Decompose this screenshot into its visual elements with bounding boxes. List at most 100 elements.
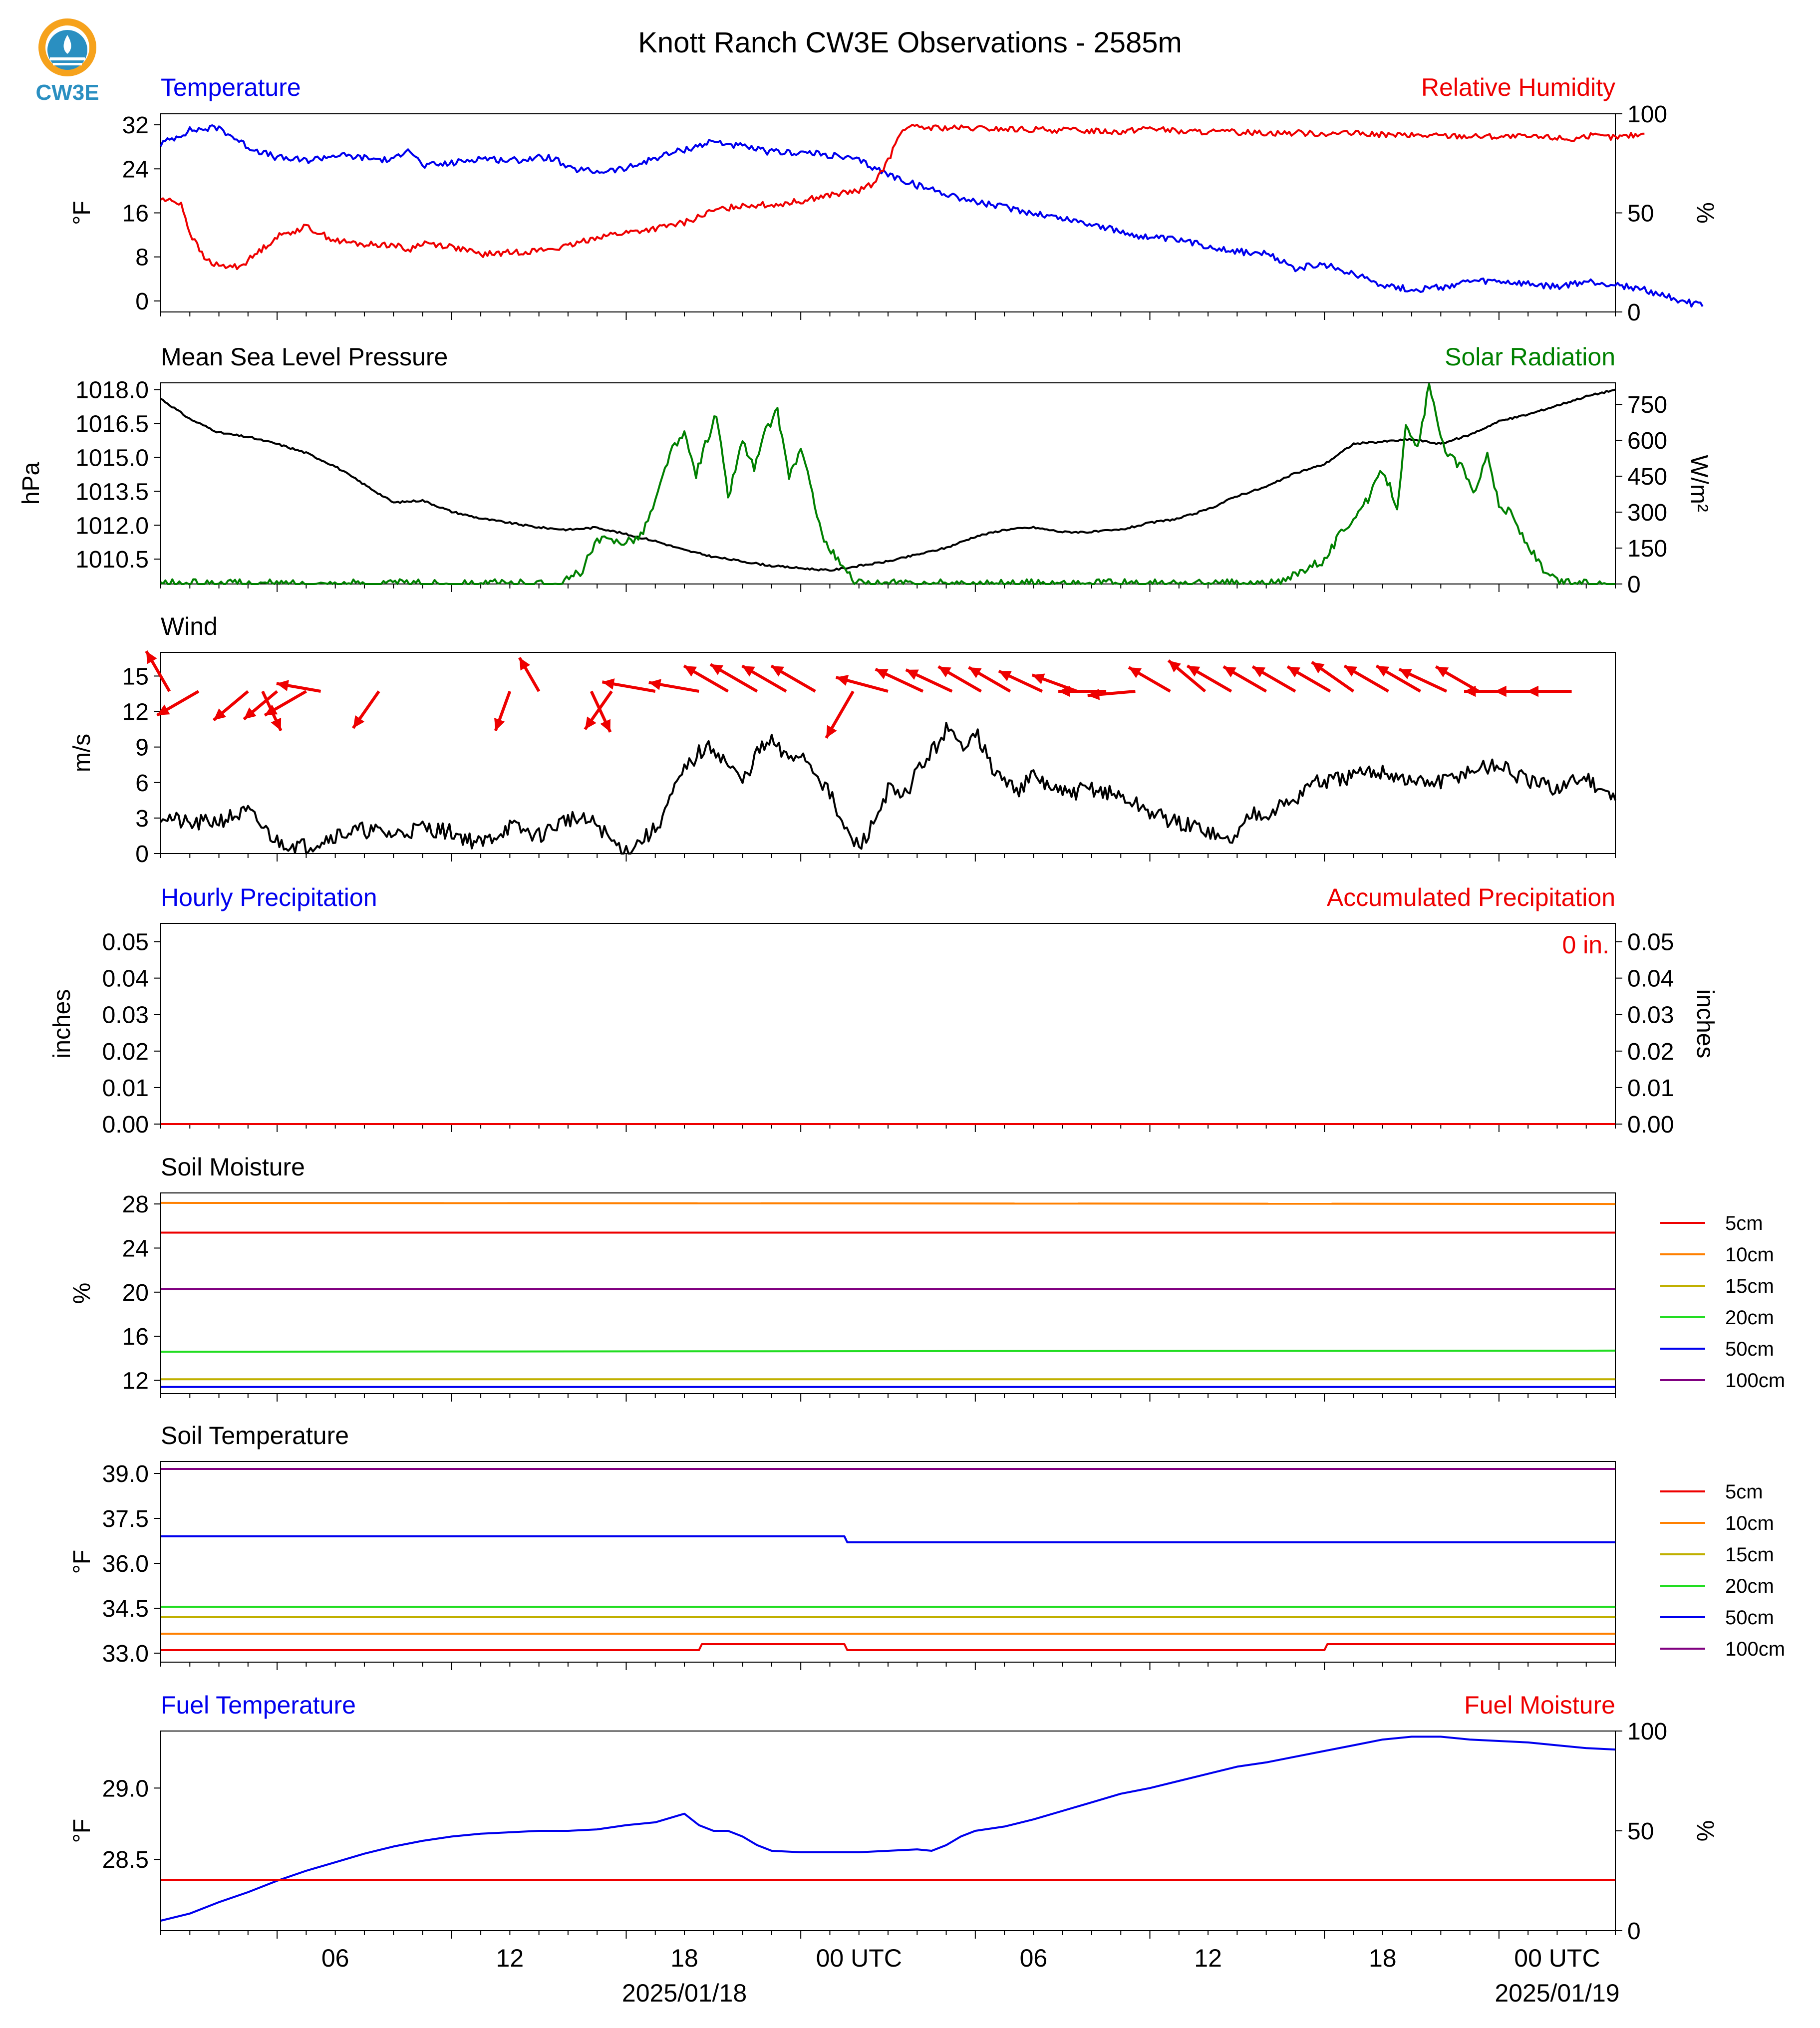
wind-arrow-head — [146, 651, 157, 664]
y-tick-label: 0 — [135, 289, 149, 315]
wind-arrow-head — [938, 666, 951, 677]
y-tick-label: 37.5 — [102, 1506, 149, 1532]
legend: 5cm 10cm 15cm 20cm 50cm 100cm — [1660, 1212, 1785, 1392]
y-tick-label: 32 — [122, 112, 149, 139]
wind-arrow-head — [519, 657, 531, 671]
y-axis-label: hPa — [18, 462, 44, 505]
panel-title-right: Solar Radiation — [1445, 343, 1615, 371]
y-axis-label-right: % — [1692, 202, 1718, 224]
precip-total-label: 0 in. — [1562, 931, 1609, 959]
y-tick-label: 24 — [122, 1235, 149, 1262]
y-tick-label: 16 — [122, 1324, 149, 1350]
series-50cm — [161, 1535, 1615, 1543]
y-tick-label-right: 0.04 — [1627, 966, 1674, 992]
series-fuel-temperature — [160, 1736, 1616, 1922]
y-tick-label: 0.00 — [102, 1112, 149, 1138]
y-tick-label: 28.5 — [102, 1847, 149, 1873]
legend: 5cm 10cm 15cm 20cm 50cm 100cm — [1660, 1481, 1785, 1660]
wind-arrows — [145, 650, 1572, 739]
wind-arrow-head — [213, 708, 227, 720]
x-tick-label: 18 — [670, 1944, 698, 1972]
panel-title-right: Fuel Moisture — [1464, 1691, 1615, 1719]
legend-label: 50cm — [1725, 1607, 1774, 1629]
y-tick-label: 16 — [122, 201, 149, 227]
y-tick-label: 28 — [122, 1191, 149, 1218]
y-tick-label: 0.01 — [102, 1075, 149, 1102]
y-tick-label: 39.0 — [102, 1461, 149, 1487]
wind-arrow-head — [1399, 669, 1412, 679]
y-tick-label-right: 0.05 — [1627, 929, 1674, 956]
y-tick-label-right: 0.00 — [1627, 1112, 1674, 1138]
panel-title-left: Hourly Precipitation — [161, 883, 377, 911]
y-tick-label: 12 — [122, 699, 149, 726]
legend-label: 15cm — [1725, 1275, 1774, 1297]
y-tick-label: 1010.5 — [75, 547, 149, 573]
series-solar-radiation — [160, 383, 1615, 585]
x-tick-label: 00 UTC — [816, 1944, 902, 1972]
series-5cm — [161, 1643, 1615, 1651]
plot-frame — [160, 1192, 1616, 1394]
y-tick-label: 0.02 — [102, 1039, 149, 1065]
series-mean-sea-level-pressure — [160, 388, 1616, 572]
panel-title-left: Soil Moisture — [161, 1153, 305, 1181]
panel-title-left: Temperature — [161, 73, 301, 101]
date-label: 2025/01/19 — [1495, 1979, 1619, 2007]
plot-frame — [160, 382, 1616, 584]
y-axis-label: °F — [69, 1819, 95, 1843]
logo-text: CW3E — [35, 80, 99, 105]
x-tick-label: 06 — [321, 1944, 349, 1972]
chart-title: Knott Ranch CW3E Observations - 2585m — [638, 26, 1182, 59]
wind-arrow-head — [1376, 666, 1390, 677]
wind-arrow-head — [1223, 666, 1236, 677]
wind-arrow-head — [1252, 666, 1266, 677]
wind-arrow-head — [157, 704, 170, 715]
panel-soil_temp: Soil Temperature 33.0 34.5 36.0 37.5 39.0 °F 5c… — [69, 1422, 1785, 1670]
legend-label: 15cm — [1725, 1544, 1774, 1566]
y-tick-label: 3 — [135, 806, 149, 832]
series-wind-speed — [160, 722, 1616, 855]
plot-frame — [160, 923, 1616, 1125]
x-tick-label: 00 UTC — [1514, 1944, 1600, 1972]
y-tick-label: 0.04 — [102, 966, 149, 992]
panel-soil_moisture: Soil Moisture1216202428%5cm10cm15cm20cm5… — [69, 1153, 1785, 1402]
wind-arrow-head — [968, 667, 982, 678]
wind-arrow-head — [1344, 666, 1358, 677]
plot-frame — [160, 652, 1616, 854]
y-tick-label-right: 750 — [1627, 392, 1667, 418]
y-tick-label: 29.0 — [102, 1775, 149, 1802]
y-tick-label: 1012.0 — [75, 513, 149, 539]
y-tick-label-right: 100 — [1627, 1719, 1667, 1745]
y-tick-label-right: 300 — [1627, 500, 1667, 526]
panel-temp_rh: Temperature Relative Humidity 0 8 16 24 32 0 50 1… — [69, 73, 1718, 326]
y-tick-label-right: 0.01 — [1627, 1075, 1674, 1102]
wind-arrow-head — [265, 704, 278, 715]
wind-arrow-head — [244, 707, 257, 719]
wind-arrow-head — [276, 680, 289, 691]
y-tick-label: 1018.0 — [75, 377, 149, 404]
wind-arrow-head — [1032, 673, 1045, 684]
x-tick-label: 12 — [496, 1944, 524, 1972]
y-axis-label: °F — [69, 201, 95, 225]
wind-arrow-head — [1087, 689, 1100, 700]
y-tick-label: 1013.5 — [75, 479, 149, 505]
wind-arrow-head — [600, 719, 610, 732]
panel-title-left: Mean Sea Level Pressure — [161, 343, 448, 371]
y-tick-label-right: 150 — [1627, 536, 1667, 562]
y-axis-label-right: inches — [1692, 989, 1718, 1059]
wind-arrow-head — [1526, 685, 1538, 697]
y-axis-label: m/s — [69, 734, 95, 772]
y-tick-label-right: 50 — [1627, 1818, 1654, 1845]
series-temperature — [160, 124, 1704, 308]
y-tick-label: 20 — [122, 1280, 149, 1306]
wind-arrow-head — [684, 666, 697, 677]
wind-arrow-head — [1287, 666, 1301, 677]
wind-arrow-head — [1187, 666, 1201, 677]
wind-arrow-head — [353, 715, 365, 728]
y-tick-label: 34.5 — [102, 1596, 149, 1622]
wind-arrow-head — [875, 669, 889, 679]
panel-title-right: Accumulated Precipitation — [1327, 883, 1615, 911]
y-tick-label-right: 0 — [1627, 572, 1641, 598]
date-label: 2025/01/18 — [622, 1979, 747, 2007]
y-tick-label: 12 — [122, 1368, 149, 1394]
